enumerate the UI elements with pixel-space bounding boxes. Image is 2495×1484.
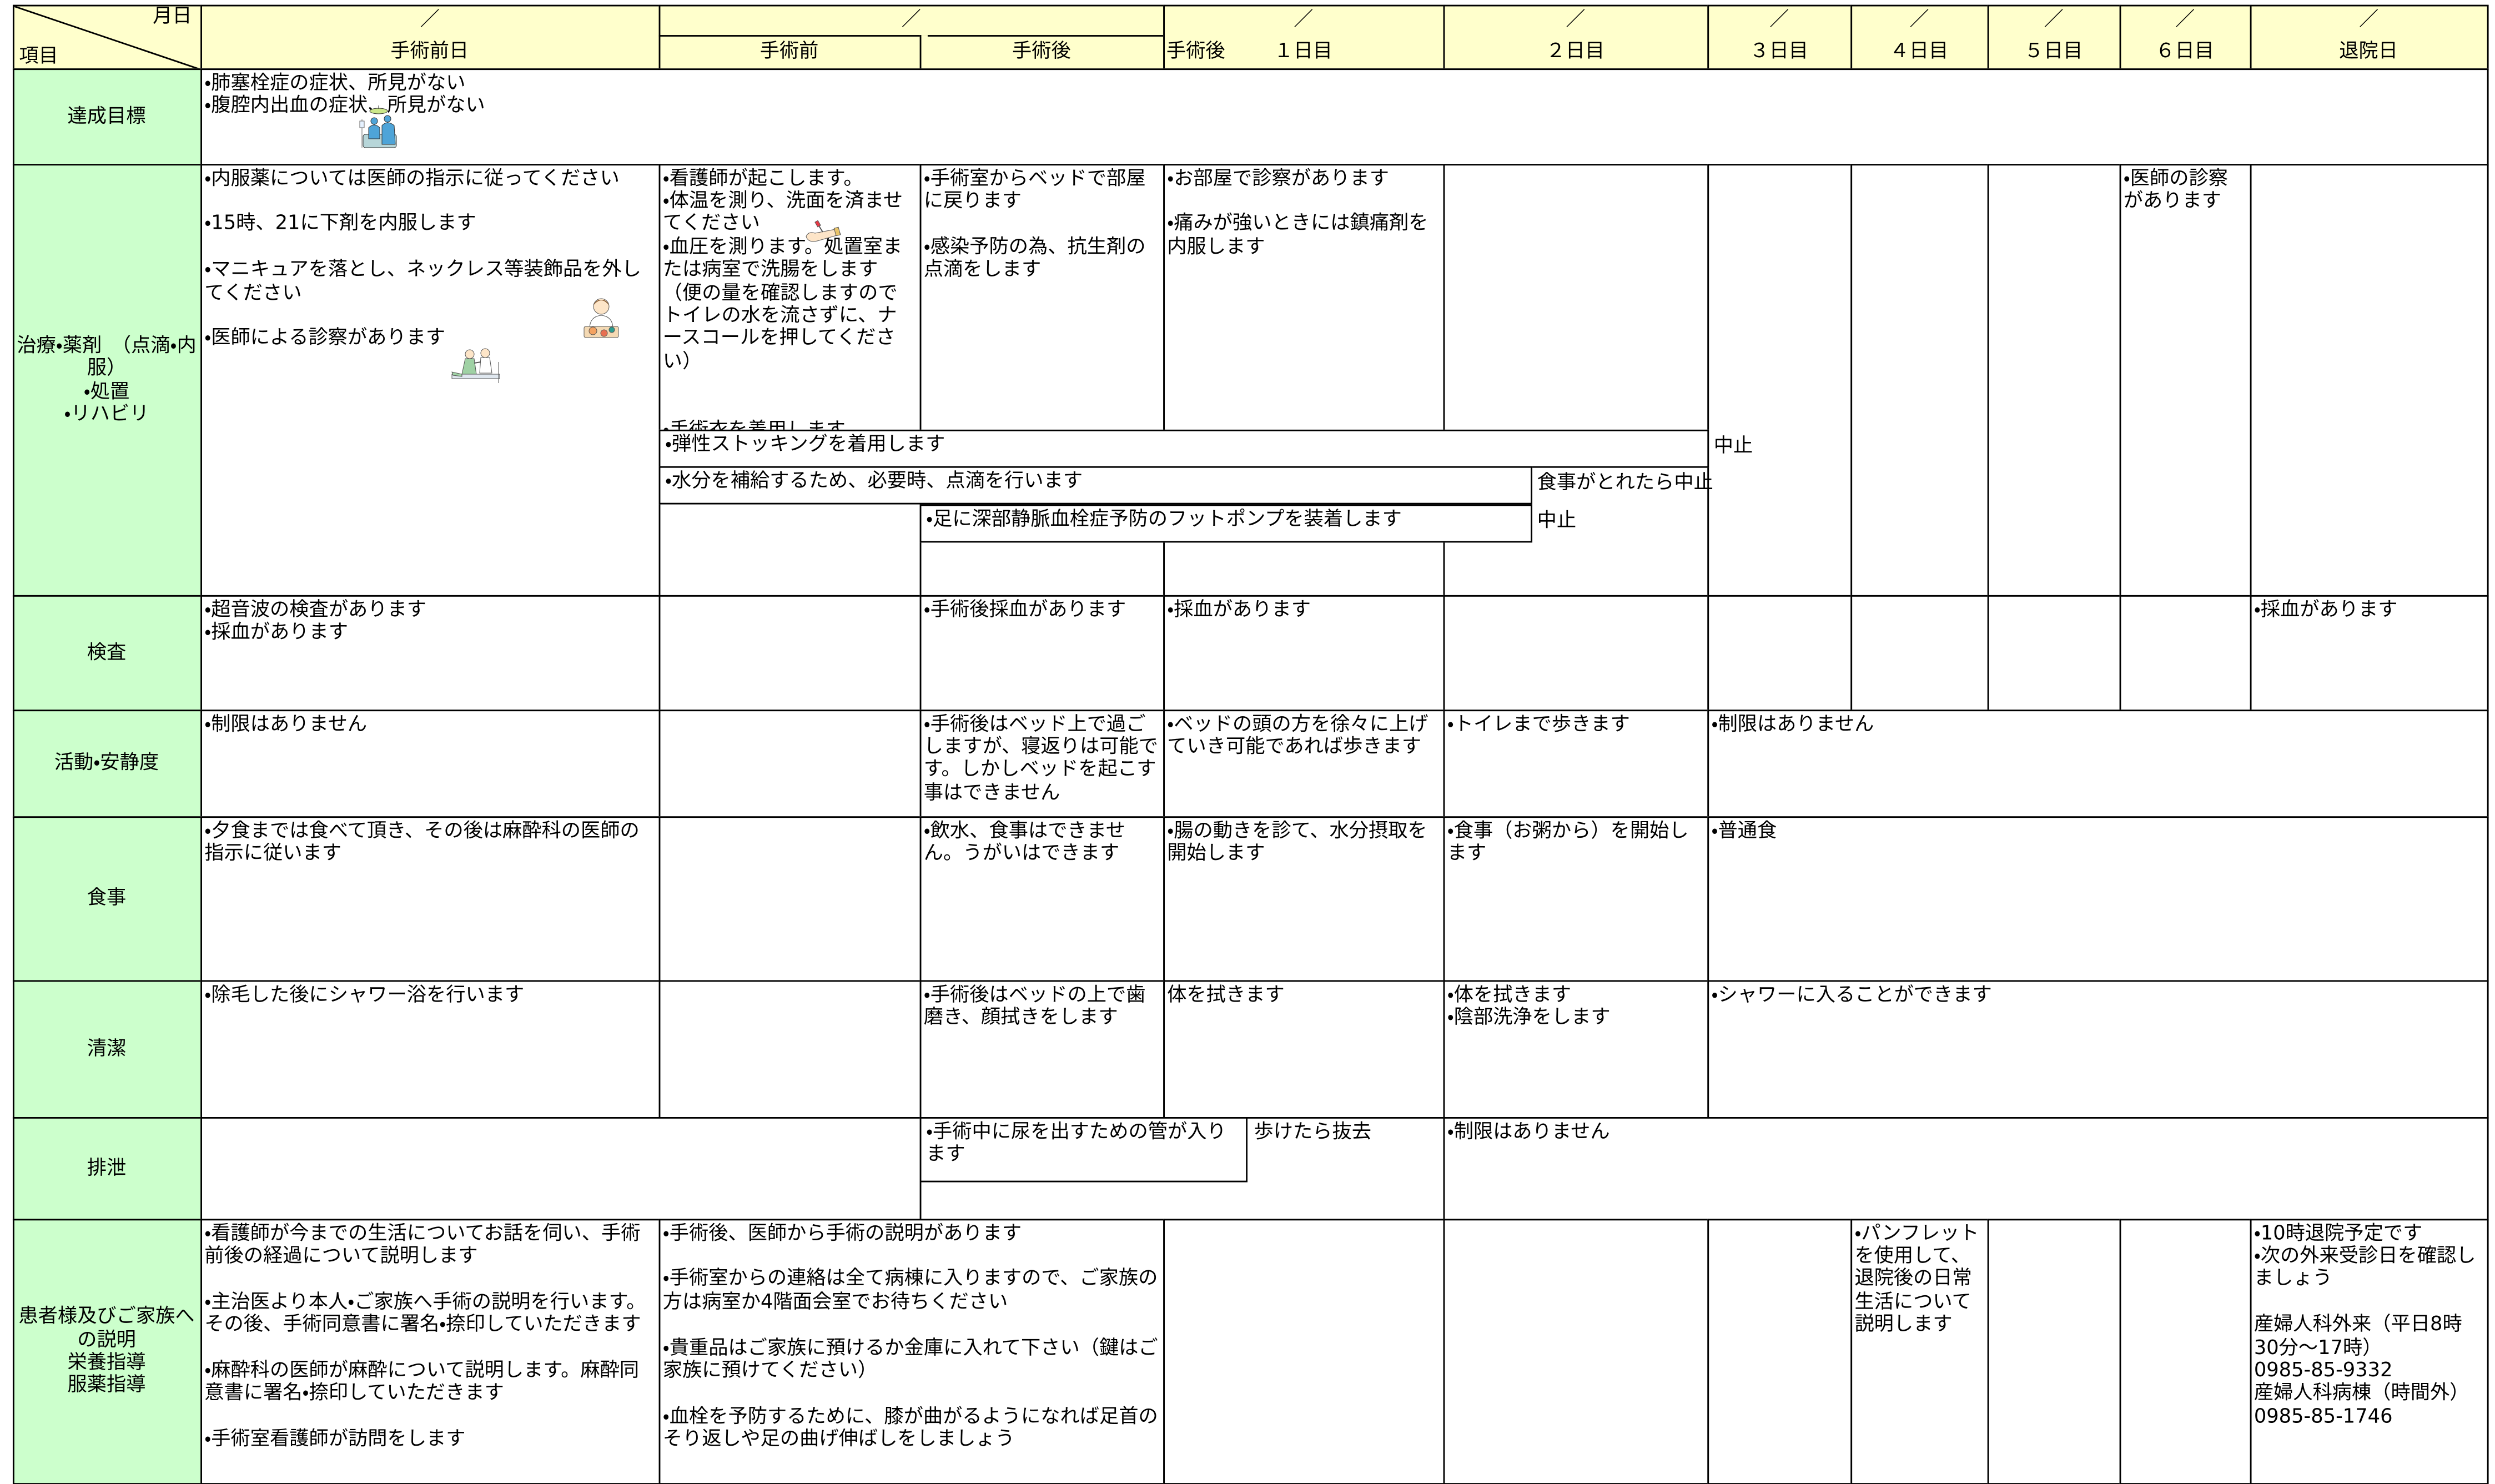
- plan-cell: ・採血があります: [2249, 594, 2488, 711]
- plan-cell: ・手術後、医師から手術の説明があります ・手術室からの連絡は全て病棟に入りますの…: [658, 1218, 1164, 1484]
- plan-cell: [1706, 1218, 1852, 1484]
- plan-cell: ・10時退院予定です ・次の外来受診日を確認しましょう 産婦人科外来（平日8時3…: [2249, 1218, 2488, 1484]
- header-label: ６日目: [2155, 39, 2215, 62]
- treatment-bar: ・足に深部静脈血栓症予防のフットポンプを装着します: [919, 504, 1533, 543]
- plan-cell: [1442, 594, 1708, 711]
- plan-cell: [2249, 163, 2488, 596]
- plan-cell: ・看護師が起こします。 ・体温を測り、洗面を済ませてください ・血圧を測ります。…: [658, 163, 921, 596]
- plan-cell: ・除毛した後にシャワー浴を行います: [199, 979, 660, 1118]
- bar-note: 中止: [1713, 434, 1753, 457]
- header-label: 退院日: [2339, 39, 2398, 62]
- plan-cell: ・超音波の検査があります ・採血があります: [199, 594, 660, 711]
- plan-cell: [1849, 594, 1989, 711]
- plan-cell: [1986, 1218, 2121, 1484]
- plan-cell: [1442, 1218, 1708, 1484]
- plan-cell: ・肺塞栓症の症状、所見がない ・腹腔内出血の症状、所見がない: [199, 67, 2488, 165]
- plan-cell: ・トイレまで歩きます: [1442, 708, 1708, 817]
- date-mark: ／: [1566, 8, 1586, 31]
- plan-cell: [1849, 163, 1989, 596]
- surgery-illustration: [359, 105, 397, 148]
- plan-cell: ・パンフレットを使用して、退院後の日常生活について説明します: [1849, 1218, 1989, 1484]
- date-mark: ／: [2358, 8, 2379, 31]
- header-label: ２日目: [1546, 39, 1605, 62]
- plan-cell: ・夕食までは食べて頂き、その後は麻酔科の医師の指示に従います: [199, 815, 660, 981]
- row-item: 治療・薬剤 （点滴・内服） ・処置 ・リハビリ: [12, 163, 202, 596]
- header-cell: [2249, 4, 2488, 69]
- plan-cell: ・手術後はベッド上で過ごしますが、寝返りは可能です。しかしベッドを起こす事はでき…: [919, 708, 1164, 817]
- plan-cell: ・手術後はベッドの上で歯磨き、顔拭きをします: [919, 979, 1164, 1118]
- plan-cell: ・看護師が今までの生活についてお話を伺い、手術前後の経過について説明します ・主…: [199, 1218, 660, 1484]
- plan-cell: ・ベッドの頭の方を徐々に上げていき可能であれば歩きます: [1162, 708, 1444, 817]
- bar-note: 食事がとれたら中止: [1537, 471, 1713, 494]
- plan-cell: 体を拭きます: [1162, 979, 1444, 1118]
- catheter-note: 歩けたら抜去: [1254, 1120, 1371, 1143]
- bar-note: 中止: [1537, 509, 1577, 532]
- date-mark: ／: [2175, 8, 2195, 31]
- header-label: ３日目: [1749, 39, 1809, 62]
- date-mark: ／: [2044, 8, 2064, 31]
- header-subdivider: [919, 34, 927, 69]
- meal-illustration: [583, 298, 619, 338]
- plan-cell: ・腸の動きを診て、水分摂取を開始します: [1162, 815, 1444, 981]
- plan-cell: [1706, 163, 1852, 596]
- corner-date: 月日: [153, 4, 192, 27]
- plan-cell: [2119, 594, 2251, 711]
- plan-cell: ・制限はありません: [1706, 708, 2488, 817]
- row-item: 達成目標: [12, 67, 202, 165]
- corner-item: 項目: [19, 44, 58, 67]
- row-item: 活動・安静度: [12, 708, 202, 817]
- header-prefix: 手術後: [1166, 39, 1225, 62]
- treatment-bar: ・弾性ストッキングを着用します: [658, 429, 1709, 468]
- plan-cell: [658, 979, 921, 1118]
- blood-draw-illustration: [806, 220, 841, 242]
- plan-cell: [2119, 1218, 2251, 1484]
- plan-cell: [658, 815, 921, 981]
- plan-cell: [1162, 1218, 1444, 1484]
- plan-cell: ・手術後採血があります: [919, 594, 1164, 711]
- header-cell: [2119, 4, 2251, 69]
- date-mark: ／: [901, 8, 921, 31]
- plan-cell: ・医師の診察があります: [2119, 163, 2251, 596]
- header-label: 手術前日: [390, 39, 469, 62]
- diagonal-line: [13, 6, 199, 68]
- header-cell: [199, 4, 660, 69]
- header-label: 手術前: [759, 39, 819, 62]
- plan-cell: [1706, 594, 1852, 711]
- plan-cell: ・制限はありません: [199, 708, 660, 817]
- bed-bath-illustration: [451, 348, 500, 383]
- plan-cell: ・体を拭きます ・陰部洗浄をします: [1442, 979, 1708, 1118]
- plan-cell: ・飲水、食事はできません。うがいはできます: [919, 815, 1164, 981]
- row-item: 排泄: [12, 1116, 202, 1220]
- plan-cell: ・普通食: [1706, 815, 2488, 981]
- date-mark: ／: [1909, 8, 1929, 31]
- treatment-bar: ・水分を補給するため、必要時、点滴を行います: [658, 466, 1533, 505]
- corner-cell: [12, 4, 202, 69]
- header-label: ５日目: [2024, 39, 2083, 62]
- header-label: 手術後: [1012, 39, 1071, 62]
- plan-cell: ・食事（お粥から）を開始します: [1442, 815, 1708, 981]
- row-item: 食事: [12, 815, 202, 981]
- plan-cell: ・制限はありません: [1442, 1116, 2488, 1220]
- date-mark: ／: [420, 8, 440, 31]
- plan-cell: [658, 594, 921, 711]
- plan-cell: [1986, 594, 2121, 711]
- catheter-box: ・手術中に尿を出すための管が入ります: [919, 1117, 1248, 1183]
- header-label: ４日目: [1889, 39, 1949, 62]
- date-mark: ／: [1294, 8, 1314, 31]
- plan-cell: ・シャワーに入ることができます: [1706, 979, 2488, 1118]
- plan-cell: [658, 708, 921, 817]
- plan-cell: [1986, 163, 2121, 596]
- row-item: 患者様及びご家族への説明 栄養指導 服薬指導: [12, 1218, 202, 1484]
- row-item: 検査: [12, 594, 202, 711]
- date-mark: ／: [1769, 8, 1789, 31]
- plan-cell: [199, 1116, 921, 1220]
- plan-cell: ・採血があります: [1162, 594, 1444, 711]
- header-cell: [1986, 4, 2121, 69]
- header-label: １日目: [1274, 39, 1333, 62]
- plan-cell: ・内服薬については医師の指示に従ってください ・15時、21に下剤を内服します …: [199, 163, 660, 596]
- corner-diagonal: [13, 6, 199, 68]
- row-item: 清潔: [12, 979, 202, 1118]
